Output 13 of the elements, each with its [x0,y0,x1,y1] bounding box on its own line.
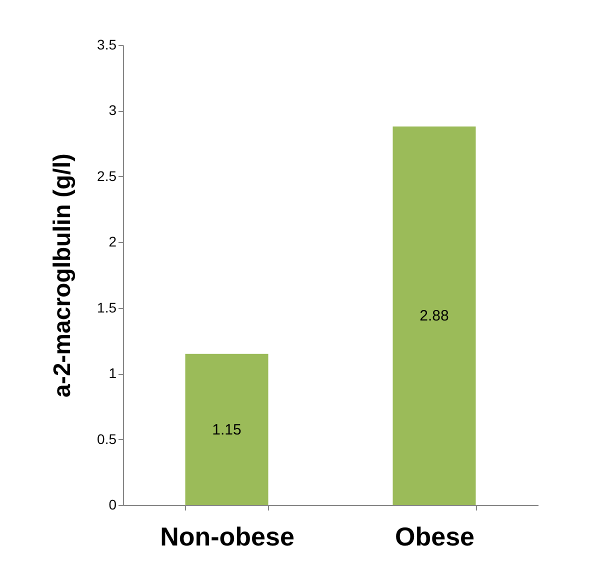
y-tick-label: 1.5 [97,299,117,316]
y-tick-label: 0 [108,496,117,512]
data-label: 1.15 [212,421,242,438]
x-tick-label: Non-obese [160,522,294,552]
y-tick-label: 3.5 [97,36,117,52]
y-tick-label: 2 [108,234,117,250]
x-tick-label: Obese [395,522,474,552]
y-tick-label: 1 [108,365,117,382]
data-label: 2.88 [420,308,449,325]
y-axis-title: a-2-macroglbulin (g/l) [49,153,76,398]
y-tick-label: 0.5 [97,430,117,447]
y-tick-label: 3 [108,102,117,118]
y-tick-label: 2.5 [97,168,117,184]
